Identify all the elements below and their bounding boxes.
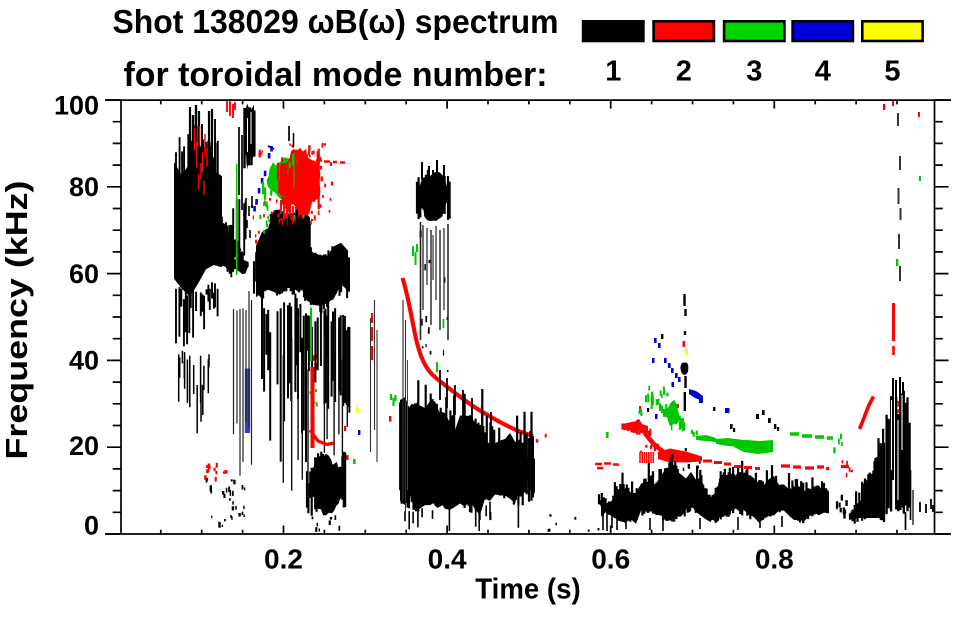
svg-text:1: 1: [605, 56, 621, 88]
svg-text:Frequency (kHz): Frequency (kHz): [0, 181, 34, 460]
svg-text:100: 100: [54, 91, 99, 121]
svg-text:40: 40: [69, 346, 99, 376]
svg-text:3: 3: [746, 56, 762, 88]
svg-text:Shot 138029 ωB(ω) spectrum: Shot 138029 ωB(ω) spectrum: [113, 3, 559, 40]
svg-text:20: 20: [69, 431, 99, 461]
svg-text:0.4: 0.4: [428, 543, 467, 574]
svg-text:Time (s): Time (s): [475, 573, 580, 605]
svg-text:0.6: 0.6: [591, 543, 630, 574]
svg-text:0.8: 0.8: [755, 543, 794, 574]
svg-text:0.2: 0.2: [264, 543, 303, 574]
svg-text:60: 60: [69, 259, 99, 289]
svg-text:4: 4: [815, 56, 831, 88]
svg-text:5: 5: [884, 56, 900, 88]
svg-text:2: 2: [676, 56, 692, 88]
svg-text:80: 80: [69, 172, 99, 202]
svg-text:0: 0: [84, 511, 99, 541]
svg-text:for toroidal mode number:: for toroidal mode number:: [124, 56, 548, 94]
